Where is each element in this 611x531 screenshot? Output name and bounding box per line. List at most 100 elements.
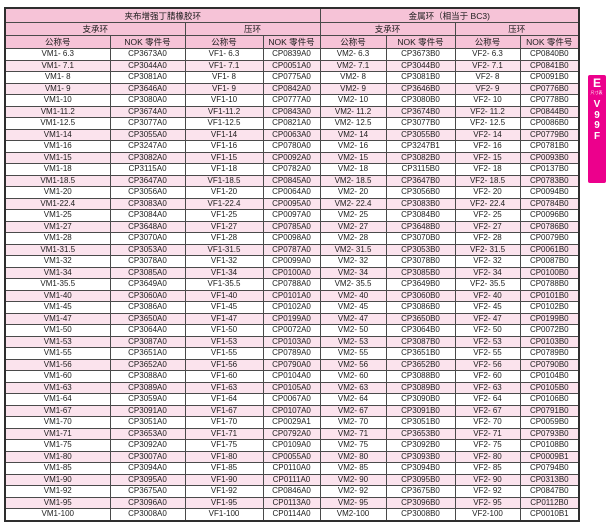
nok-part-number-cell: CP0097A0 bbox=[262, 209, 321, 222]
nok-part-number-cell: CP3060A0 bbox=[109, 289, 186, 302]
col-header-nominal-2: 公称号 bbox=[184, 35, 264, 49]
tab-code-char: 9 bbox=[594, 109, 600, 121]
nominal-number-cell: VF1-12.5 bbox=[184, 117, 264, 130]
nok-part-number-cell: CP3649A0 bbox=[109, 278, 186, 291]
nominal-number-cell: VF1-67 bbox=[184, 404, 264, 417]
nok-part-number-cell: CP0199A0 bbox=[262, 312, 321, 325]
nominal-number-cell: VF2- 14 bbox=[454, 128, 521, 141]
nominal-number-cell: VF1-11.2 bbox=[184, 105, 264, 118]
nok-part-number-cell: CP3094A0 bbox=[109, 462, 186, 475]
nok-part-number-cell: CP0106B0 bbox=[519, 393, 580, 406]
nok-part-number-cell: CP0104A0 bbox=[262, 370, 321, 383]
table-row: VM1-14 CP3055A0 VF1-14 CP0063A0 VM2- 14 CP305… bbox=[4, 128, 580, 141]
nominal-number-cell: VM2- 35.5 bbox=[319, 278, 387, 291]
nominal-number-cell: VM2- 15 bbox=[319, 151, 387, 164]
nok-part-number-cell: CP0841B0 bbox=[519, 59, 580, 72]
nok-part-number-cell: CP0113A0 bbox=[262, 496, 321, 509]
nominal-number-cell: VM1-56 bbox=[4, 358, 111, 371]
table-row: VM1-90 CP3095A0 VF1-90 CP0111A0 VM2- 90 CP309… bbox=[4, 473, 580, 486]
nok-part-number-cell: CP3648A0 bbox=[109, 220, 186, 233]
nok-part-number-cell: CP3085A0 bbox=[109, 266, 186, 279]
nominal-number-cell: VF1-100 bbox=[184, 508, 264, 521]
nok-part-number-cell: CP3652A0 bbox=[109, 358, 186, 371]
table-row: VM1-80 CP3007A0 VF1-80 CP0055A0 VM2- 80 CP309… bbox=[4, 450, 580, 463]
nominal-number-cell: VM1-31.5 bbox=[4, 243, 111, 256]
table-row: VM1-12.5 CP3077A0 VF1-12.5 CP0821A0 VM2- 12.… bbox=[4, 117, 580, 130]
table-row: VM1-28 CP3070A0 VF1-28 CP0098A0 VM2- 28 CP307… bbox=[4, 232, 580, 245]
nominal-number-cell: VM2- 92 bbox=[319, 485, 387, 498]
table-row: VM1-35.5 CP3649A0 VF1-35.5 CP0788A0 VM2- 35.… bbox=[4, 278, 580, 291]
nok-part-number-cell: CP3653A0 bbox=[109, 427, 186, 440]
nok-part-number-cell: CP0110A0 bbox=[262, 462, 321, 475]
nominal-number-cell: VF1- 6.3 bbox=[184, 48, 264, 61]
nominal-number-cell: VM1-80 bbox=[4, 450, 111, 463]
nominal-number-cell: VM1-70 bbox=[4, 416, 111, 429]
nominal-number-cell: VF1-35.5 bbox=[184, 278, 264, 291]
nok-part-number-cell: CP0846A0 bbox=[262, 485, 321, 498]
nominal-number-cell: VF2- 85 bbox=[454, 462, 521, 475]
table-row: VM1-55 CP3651A0 VF1-55 CP0789A0 VM2- 55 CP365… bbox=[4, 347, 580, 360]
nok-part-number-cell: CP0067A0 bbox=[262, 393, 321, 406]
nok-part-number-cell: CP3084B0 bbox=[385, 209, 456, 222]
nominal-number-cell: VF1-32 bbox=[184, 255, 264, 268]
nok-part-number-cell: CP0064A0 bbox=[262, 186, 321, 199]
nominal-number-cell: VF2- 10 bbox=[454, 94, 521, 107]
nominal-number-cell: VF2- 18 bbox=[454, 163, 521, 176]
table-row: VM1-31.5 CP3053A0 VF1-31.5 CP0787A0 VM2- 31.… bbox=[4, 243, 580, 256]
nominal-number-cell: VF2- 70 bbox=[454, 416, 521, 429]
nok-part-number-cell: CP0072B0 bbox=[519, 324, 580, 337]
nok-part-number-cell: CP0103A0 bbox=[262, 335, 321, 348]
nok-part-number-cell: CP0099A0 bbox=[262, 255, 321, 268]
nok-part-number-cell: CP3070B0 bbox=[385, 232, 456, 245]
nok-part-number-cell: CP0843A0 bbox=[262, 105, 321, 118]
nominal-number-cell: VM2- 34 bbox=[319, 266, 387, 279]
table-row: VM1-15 CP3082A0 VF1-15 CP0092A0 VM2- 15 CP308… bbox=[4, 151, 580, 164]
nok-part-number-cell: CP3051B0 bbox=[385, 416, 456, 429]
sub-header-support-ring-2: 支承环 bbox=[319, 22, 456, 36]
nok-part-number-cell: CP0137B0 bbox=[519, 163, 580, 176]
nok-part-number-cell: CP0785A0 bbox=[262, 220, 321, 233]
nok-part-number-cell: CP0784B0 bbox=[519, 197, 580, 210]
nok-part-number-cell: CP3088B0 bbox=[385, 370, 456, 383]
nominal-number-cell: VM2- 18.5 bbox=[319, 174, 387, 187]
table-row: VM1-64 CP3059A0 VF1-64 CP0067A0 VM2- 64 CP309… bbox=[4, 393, 580, 406]
nominal-number-cell: VM2- 67 bbox=[319, 404, 387, 417]
nok-part-number-cell: CP3115B0 bbox=[385, 163, 456, 176]
nominal-number-cell: VF2- 9 bbox=[454, 82, 521, 95]
nok-part-number-cell: CP3056A0 bbox=[109, 186, 186, 199]
nok-part-number-cell: CP3064B0 bbox=[385, 324, 456, 337]
tab-section-letter: E bbox=[592, 76, 601, 90]
nominal-number-cell: VM1-16 bbox=[4, 140, 111, 153]
nominal-number-cell: VM1-55 bbox=[4, 347, 111, 360]
table-row: VM1-92 CP3675A0 VF1-92 CP0846A0 VM2- 92 CP367… bbox=[4, 485, 580, 498]
nok-part-number-cell: CP0112B0 bbox=[519, 496, 580, 509]
nominal-number-cell: VF1-90 bbox=[184, 473, 264, 486]
nominal-number-cell: VF2- 71 bbox=[454, 427, 521, 440]
nominal-number-cell: VM2- 71 bbox=[319, 427, 387, 440]
nok-part-number-cell: CP3064A0 bbox=[109, 324, 186, 337]
nok-part-number-cell: CP3095B0 bbox=[385, 473, 456, 486]
nominal-number-cell: VM1-71 bbox=[4, 427, 111, 440]
nominal-number-cell: VF1-75 bbox=[184, 439, 264, 452]
nok-part-number-cell: CP3078A0 bbox=[109, 255, 186, 268]
nok-part-number-cell: CP3089A0 bbox=[109, 381, 186, 394]
nok-part-number-cell: CP3077B0 bbox=[385, 117, 456, 130]
nominal-number-cell: VM1-28 bbox=[4, 232, 111, 245]
nominal-number-cell: VF2- 75 bbox=[454, 439, 521, 452]
nominal-number-cell: VM1-45 bbox=[4, 301, 111, 314]
nominal-number-cell: VM1-10 bbox=[4, 94, 111, 107]
nok-part-number-cell: CP0789A0 bbox=[262, 347, 321, 360]
nok-part-number-cell: CP3086B0 bbox=[385, 301, 456, 314]
nominal-number-cell: VM1-27 bbox=[4, 220, 111, 233]
nok-part-number-cell: CP0103B0 bbox=[519, 335, 580, 348]
nok-part-number-cell: CP3053B0 bbox=[385, 243, 456, 256]
nominal-number-cell: VF1-92 bbox=[184, 485, 264, 498]
table-row: VM1-34 CP3085A0 VF1-34 CP0100A0 VM2- 34 CP308… bbox=[4, 266, 580, 279]
nok-part-number-cell: CP0792A0 bbox=[262, 427, 321, 440]
nominal-number-cell: VF2- 47 bbox=[454, 312, 521, 325]
nok-part-number-cell: CP0793B0 bbox=[519, 427, 580, 440]
nominal-number-cell: VM1-15 bbox=[4, 151, 111, 164]
nominal-number-cell: VF1-53 bbox=[184, 335, 264, 348]
side-tab-section-e[interactable]: E 尺寸表 V 9 9 F bbox=[588, 75, 606, 183]
nok-part-number-cell: CP0783B0 bbox=[519, 174, 580, 187]
